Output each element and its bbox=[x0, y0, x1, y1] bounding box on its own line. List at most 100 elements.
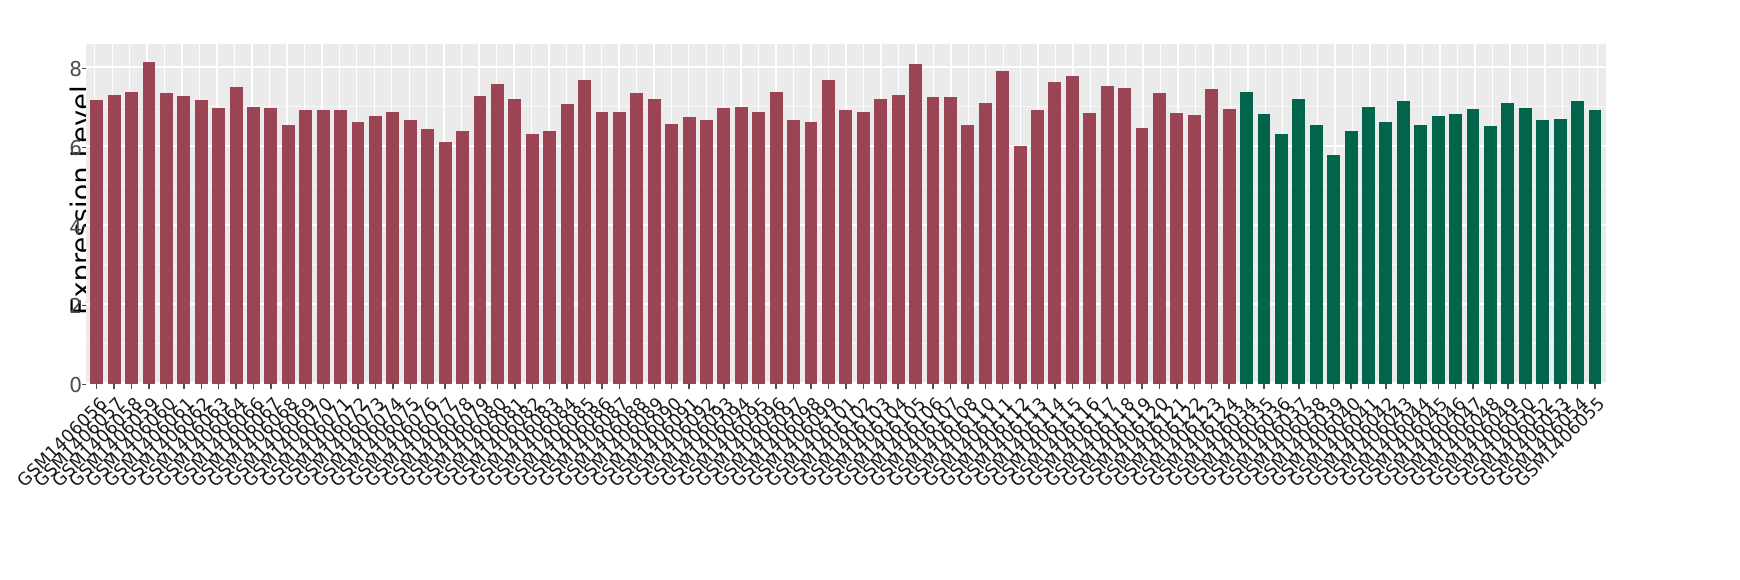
bar[interactable] bbox=[682, 117, 696, 384]
bar[interactable] bbox=[90, 100, 104, 384]
bar-cell bbox=[1029, 44, 1046, 384]
bar[interactable] bbox=[1536, 120, 1550, 384]
bar[interactable] bbox=[978, 103, 992, 384]
bar[interactable] bbox=[1031, 110, 1044, 384]
bar[interactable] bbox=[1396, 101, 1410, 384]
bar[interactable] bbox=[630, 93, 644, 384]
bar[interactable] bbox=[1466, 109, 1480, 384]
bar[interactable] bbox=[299, 110, 313, 384]
bar[interactable] bbox=[804, 122, 818, 384]
bar[interactable] bbox=[264, 108, 278, 384]
bar[interactable] bbox=[125, 92, 138, 384]
bar[interactable] bbox=[508, 99, 522, 384]
bar[interactable] bbox=[1588, 110, 1602, 384]
bar[interactable] bbox=[734, 107, 748, 384]
bar[interactable] bbox=[351, 121, 365, 384]
bar[interactable] bbox=[1153, 93, 1166, 384]
bar[interactable] bbox=[334, 110, 348, 384]
bar[interactable] bbox=[1135, 127, 1149, 384]
bar-cell bbox=[1046, 44, 1063, 384]
bar-cell bbox=[1377, 44, 1394, 384]
bar[interactable] bbox=[1449, 114, 1463, 384]
bar[interactable] bbox=[700, 119, 713, 384]
bar[interactable] bbox=[821, 80, 835, 384]
bar[interactable] bbox=[456, 130, 470, 384]
bar[interactable] bbox=[612, 112, 626, 384]
bar[interactable] bbox=[1501, 103, 1515, 384]
bar[interactable] bbox=[1571, 101, 1585, 384]
bar[interactable] bbox=[909, 63, 922, 384]
bar[interactable] bbox=[595, 112, 609, 384]
bar[interactable] bbox=[1274, 133, 1288, 384]
bar[interactable] bbox=[247, 107, 260, 384]
bar[interactable] bbox=[1379, 122, 1393, 384]
bar[interactable] bbox=[1309, 125, 1323, 384]
bar[interactable] bbox=[212, 108, 226, 384]
bar-cell bbox=[471, 44, 488, 384]
bar[interactable] bbox=[647, 98, 661, 384]
bar-cell bbox=[454, 44, 471, 384]
bar[interactable] bbox=[996, 70, 1010, 384]
bar[interactable] bbox=[1292, 98, 1306, 384]
bar[interactable] bbox=[316, 110, 330, 384]
bar[interactable] bbox=[717, 108, 731, 384]
bar[interactable] bbox=[490, 83, 504, 384]
x-axis-tick-cell bbox=[1046, 384, 1063, 392]
bar[interactable] bbox=[107, 94, 121, 384]
bar[interactable] bbox=[369, 115, 382, 384]
bar[interactable] bbox=[1431, 115, 1445, 384]
bar[interactable] bbox=[142, 61, 156, 384]
bar[interactable] bbox=[543, 130, 557, 384]
bar[interactable] bbox=[752, 112, 766, 384]
bar[interactable] bbox=[525, 133, 539, 384]
bar[interactable] bbox=[874, 98, 888, 384]
bar[interactable] bbox=[578, 79, 591, 384]
bar[interactable] bbox=[1553, 119, 1567, 384]
bar[interactable] bbox=[926, 97, 940, 384]
bar[interactable] bbox=[769, 92, 783, 384]
bar[interactable] bbox=[1205, 89, 1219, 384]
bar[interactable] bbox=[1362, 107, 1375, 384]
bar[interactable] bbox=[1118, 88, 1132, 384]
bar[interactable] bbox=[386, 112, 400, 384]
bar[interactable] bbox=[961, 125, 975, 384]
bar[interactable] bbox=[438, 141, 452, 384]
bar[interactable] bbox=[229, 86, 243, 384]
bar[interactable] bbox=[1100, 85, 1114, 384]
bar[interactable] bbox=[1187, 115, 1201, 384]
bar[interactable] bbox=[1048, 81, 1062, 384]
bar[interactable] bbox=[403, 119, 417, 384]
bar[interactable] bbox=[1484, 126, 1497, 384]
bar[interactable] bbox=[177, 96, 191, 384]
bar[interactable] bbox=[194, 100, 208, 384]
bar[interactable] bbox=[1065, 76, 1079, 384]
x-axis-tickmark bbox=[1489, 384, 1492, 389]
bar[interactable] bbox=[1327, 154, 1341, 384]
bar[interactable] bbox=[1083, 113, 1097, 384]
x-axis-tick-cell bbox=[262, 384, 279, 392]
bar[interactable] bbox=[665, 123, 679, 384]
bar[interactable] bbox=[1344, 130, 1358, 384]
bar[interactable] bbox=[473, 96, 487, 384]
bar[interactable] bbox=[856, 112, 870, 384]
bar[interactable] bbox=[159, 93, 173, 384]
bar[interactable] bbox=[560, 104, 574, 384]
bar[interactable] bbox=[943, 97, 957, 384]
bar[interactable] bbox=[1013, 145, 1027, 384]
bar[interactable] bbox=[1257, 113, 1271, 384]
bar[interactable] bbox=[281, 125, 295, 384]
bar[interactable] bbox=[1222, 109, 1236, 384]
x-axis-tick-cell bbox=[1360, 384, 1377, 392]
bar[interactable] bbox=[1240, 92, 1253, 384]
bar[interactable] bbox=[1414, 125, 1428, 384]
bar-cell bbox=[1342, 44, 1359, 384]
bar[interactable] bbox=[891, 94, 905, 384]
bar-cell bbox=[245, 44, 262, 384]
bar[interactable] bbox=[1170, 113, 1184, 384]
bar[interactable] bbox=[839, 110, 853, 384]
bar[interactable] bbox=[421, 129, 435, 384]
bar[interactable] bbox=[787, 119, 801, 384]
bar[interactable] bbox=[1518, 108, 1532, 384]
bar-cell bbox=[855, 44, 872, 384]
bar-series bbox=[86, 44, 1606, 384]
